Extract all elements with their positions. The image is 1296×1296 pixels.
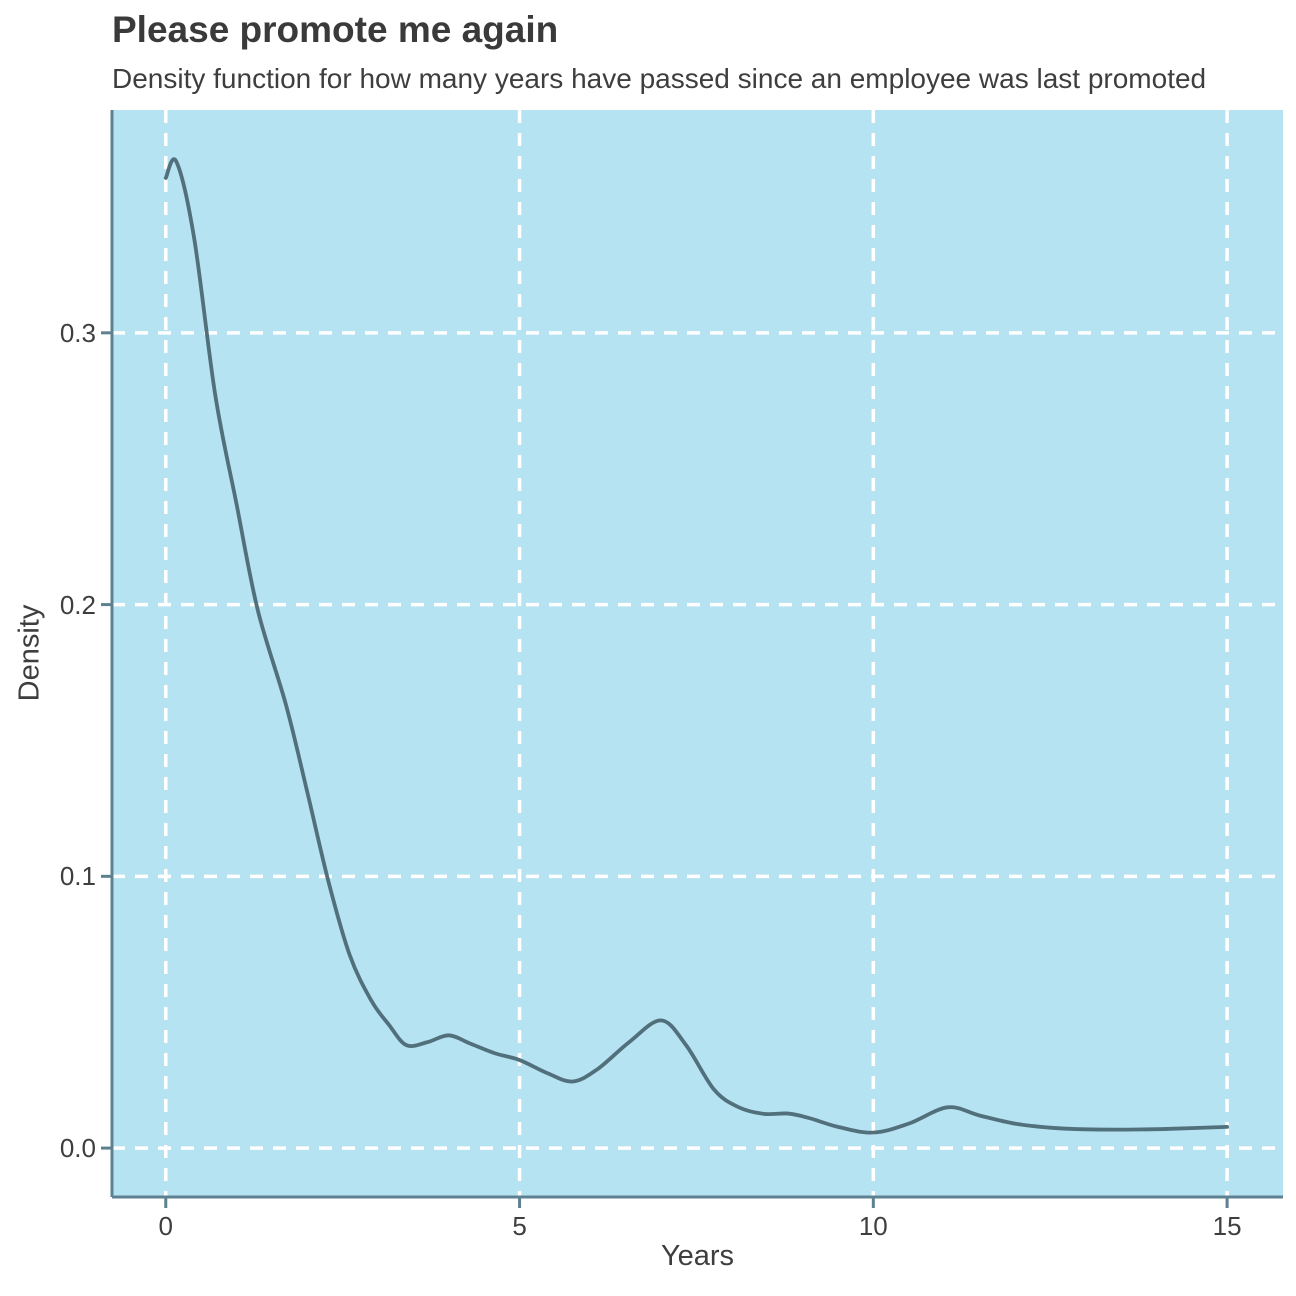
chart-subtitle: Density function for how many years have… (112, 63, 1207, 94)
y-axis-title: Density (13, 604, 46, 702)
x-tick-label: 5 (512, 1211, 527, 1241)
y-tick-label: 0.2 (59, 589, 96, 620)
x-tick-label: 10 (858, 1211, 888, 1241)
y-tick-label: 0.1 (59, 861, 96, 892)
x-axis-title: Years (660, 1240, 735, 1272)
y-tick-label: 0.0 (59, 1133, 96, 1164)
y-tick-label: 0.3 (59, 317, 96, 348)
chart-title: Please promote me again (112, 9, 559, 50)
x-tick-label: 0 (158, 1211, 173, 1241)
x-tick-label: 15 (1212, 1211, 1242, 1241)
plot-panel (112, 110, 1283, 1197)
density-curve (163, 157, 1229, 1135)
